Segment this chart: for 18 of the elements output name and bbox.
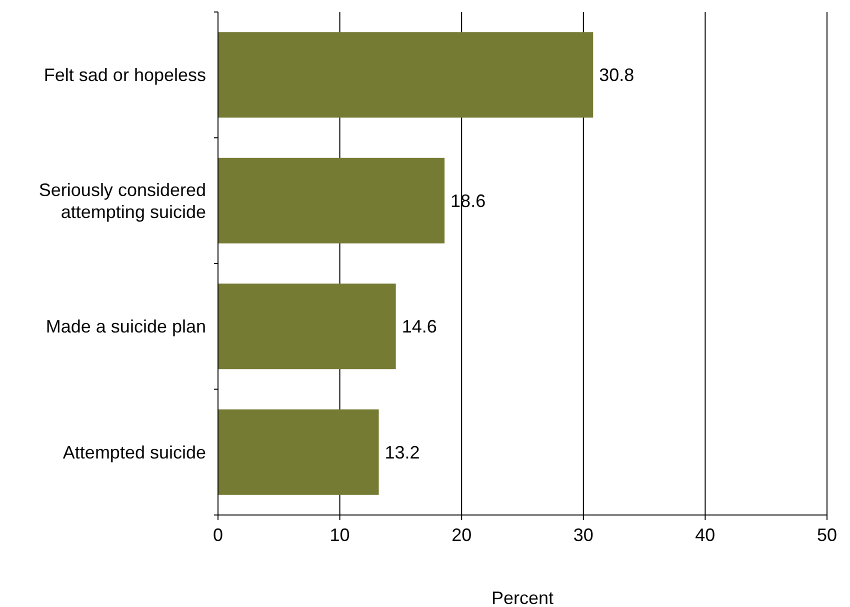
- bar: [218, 32, 594, 118]
- x-tick-label: 40: [695, 525, 716, 545]
- data-label: 13.2: [384, 442, 420, 462]
- bar: [218, 284, 396, 370]
- y-tick-label: Attempted suicide: [62, 442, 206, 462]
- y-tick-label: Felt sad or hopeless: [44, 65, 206, 86]
- data-label: 30.8: [599, 65, 634, 86]
- y-tick-label: Seriously considered attempting suicide: [38, 180, 206, 222]
- y-tick-label: Made a suicide plan: [46, 316, 206, 337]
- x-tick-label: 20: [452, 525, 472, 545]
- x-tick-label: 10: [330, 525, 350, 545]
- x-axis-title: Percent: [491, 588, 554, 607]
- bar: [218, 158, 445, 244]
- x-tick-label: 30: [573, 525, 594, 545]
- bar: [218, 409, 379, 495]
- data-label: 14.6: [402, 316, 437, 337]
- x-tick-label: 50: [816, 525, 838, 545]
- x-tick-label: 0: [212, 525, 224, 545]
